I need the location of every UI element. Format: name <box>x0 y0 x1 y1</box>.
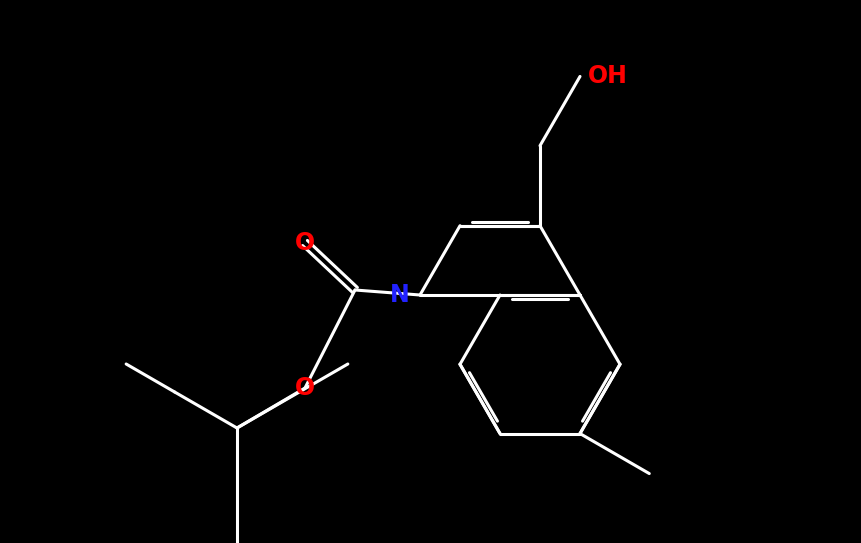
Text: OH: OH <box>588 65 628 89</box>
Text: O: O <box>295 376 315 400</box>
Text: O: O <box>295 231 315 255</box>
Text: N: N <box>390 283 410 307</box>
